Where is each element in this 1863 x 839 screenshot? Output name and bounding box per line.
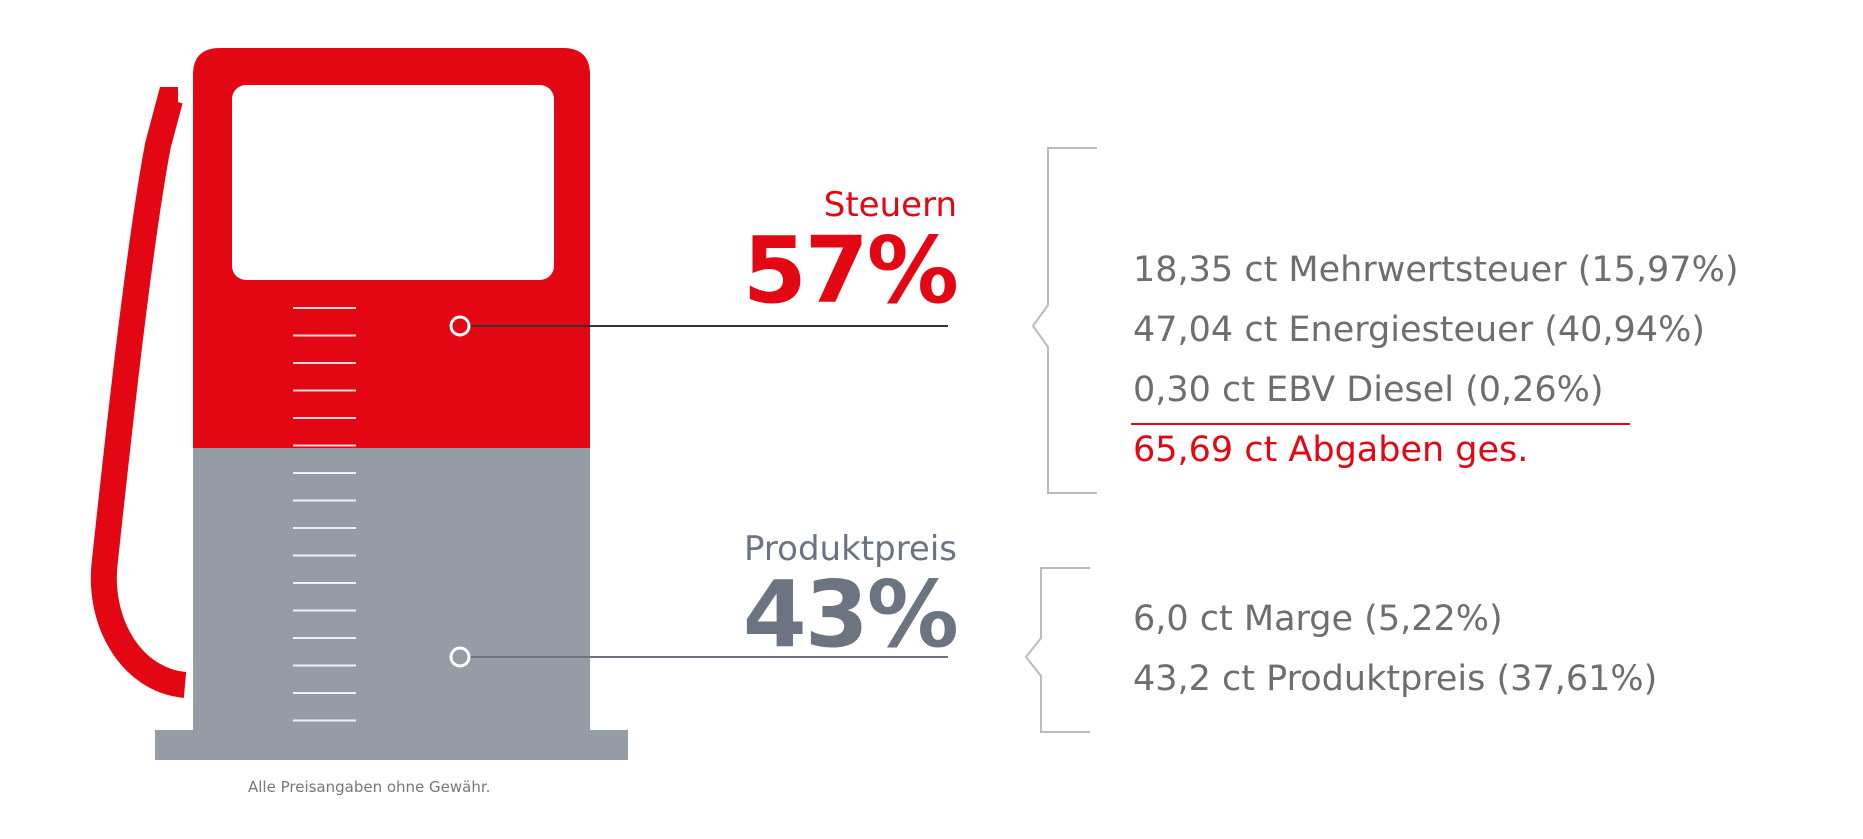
detail-total-taxes: 65,69 ct Abgaben ges. <box>1133 430 1529 470</box>
segment-percent-product: 43% <box>742 561 959 668</box>
details-taxes: 18,35 ct Mehrwertsteuer (15,97%) 47,04 c… <box>1133 240 1738 480</box>
detail-margin: 6,0 ct Marge (5,22%) <box>1133 599 1503 639</box>
pump-base <box>155 730 628 760</box>
segment-name-taxes: Steuern <box>823 185 957 225</box>
detail-vat: 18,35 ct Mehrwertsteuer (15,97%) <box>1133 250 1739 290</box>
bracket-product <box>1024 567 1090 733</box>
label-product: Produktpreis 43% <box>742 529 959 668</box>
pump-scale-marks <box>293 307 356 722</box>
pump-hose-icon <box>90 87 187 698</box>
marker-dot-taxes <box>449 315 471 337</box>
detail-product-price: 43,2 ct Produktpreis (37,61%) <box>1133 659 1658 699</box>
detail-energy-tax: 47,04 ct Energiesteuer (40,94%) <box>1133 310 1705 350</box>
label-taxes: Steuern 57% <box>742 185 959 324</box>
segment-percent-taxes: 57% <box>742 217 959 324</box>
detail-ebv: 0,30 ct EBV Diesel (0,26%) <box>1133 370 1604 410</box>
footnote: Alle Preisangaben ohne Gewähr. <box>248 778 491 796</box>
details-product: 6,0 ct Marge (5,22%) 43,2 ct Produktprei… <box>1133 589 1657 709</box>
bracket-taxes <box>1031 147 1097 494</box>
marker-dot-product <box>449 646 471 668</box>
pump-body-product <box>193 448 590 730</box>
pump-display-window <box>232 85 554 280</box>
segment-name-product: Produktpreis <box>744 529 957 569</box>
